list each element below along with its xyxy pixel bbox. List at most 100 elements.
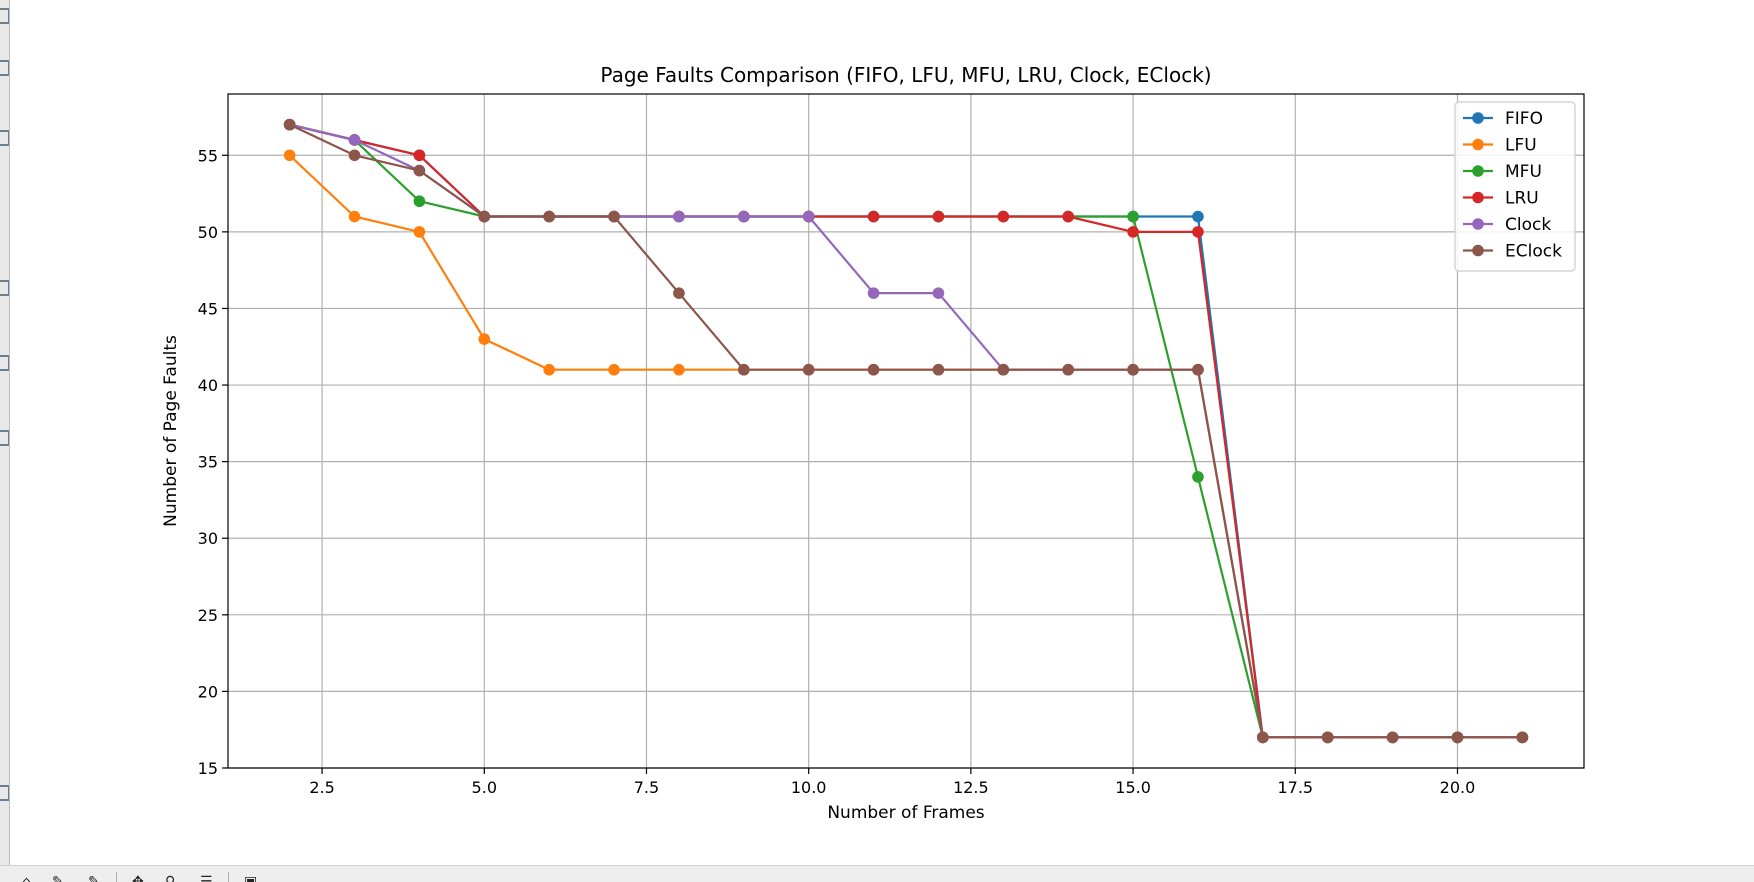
legend-marker xyxy=(1472,244,1484,257)
data-point xyxy=(413,226,426,238)
data-point xyxy=(1321,731,1334,744)
x-tick-label: 17.5 xyxy=(1277,778,1313,797)
data-point xyxy=(1127,210,1139,223)
data-point xyxy=(802,363,815,376)
data-point xyxy=(932,210,945,223)
data-point xyxy=(1257,731,1269,744)
legend-item: FIFO xyxy=(1463,109,1543,129)
data-point xyxy=(737,363,750,376)
data-point xyxy=(932,363,945,376)
data-point xyxy=(673,210,685,223)
grid xyxy=(228,94,1584,769)
legend-label: FIFO xyxy=(1505,109,1543,129)
data-point xyxy=(1127,226,1139,238)
plot-frame xyxy=(227,93,1585,769)
data-point xyxy=(1192,363,1204,376)
y-tick-label: 35 xyxy=(198,453,218,472)
legend-label: Clock xyxy=(1505,215,1551,235)
x-tick-label: 2.5 xyxy=(309,778,334,797)
axis-ticks: 2.5 5.0 7.5 10.0 12.5 15.0 17.5 20.0 15 20 25 30 35 4… xyxy=(198,146,1476,797)
data-point xyxy=(543,210,555,223)
x-tick-label: 5.0 xyxy=(472,778,497,797)
edge-glyph-icon xyxy=(0,8,9,24)
legend-item: MFU xyxy=(1463,162,1542,182)
data-point xyxy=(283,149,296,162)
legend-marker xyxy=(1472,138,1484,151)
series-mfu xyxy=(283,118,1529,744)
y-tick-label: 20 xyxy=(198,682,218,701)
legend-marker xyxy=(1472,191,1484,204)
data-point xyxy=(997,210,1010,223)
plot-toolbar: ⌂ ✎ ✎ ✥ ⚲ ☰ ▣ xyxy=(0,865,1754,882)
data-point xyxy=(413,195,426,208)
data-point xyxy=(1451,731,1464,744)
edge-glyph-icon xyxy=(0,60,9,76)
y-tick-label: 15 xyxy=(198,759,218,778)
home-icon[interactable]: ⌂ xyxy=(22,874,31,882)
zoom-icon[interactable]: ⚲ xyxy=(165,874,176,882)
chart-figure: 2.5 5.0 7.5 10.0 12.5 15.0 17.5 20.0 15 20 25 30 35 4… xyxy=(161,63,1585,823)
data-point xyxy=(997,363,1010,376)
back-icon[interactable]: ✎ xyxy=(52,874,64,882)
edge-glyph-icon xyxy=(0,355,9,371)
data-point xyxy=(867,363,880,376)
data-point xyxy=(1386,731,1399,744)
left-window-edge xyxy=(0,0,10,865)
legend-label: LFU xyxy=(1505,136,1537,156)
edge-glyph-icon xyxy=(0,430,9,446)
legend-item: EClock xyxy=(1463,242,1562,262)
series-line xyxy=(289,123,1523,739)
data-point xyxy=(867,210,880,223)
data-point xyxy=(1192,471,1204,483)
data-point xyxy=(283,118,296,131)
data-point xyxy=(608,210,620,223)
series-eclock xyxy=(283,118,1529,744)
edge-glyph-icon xyxy=(0,280,9,296)
data-point xyxy=(348,149,361,162)
data-point xyxy=(1062,363,1075,376)
toolbar-separator xyxy=(228,872,229,882)
edge-glyph-icon xyxy=(0,130,9,146)
legend-item: LFU xyxy=(1463,136,1537,156)
series-lines xyxy=(283,118,1529,744)
data-point xyxy=(543,363,555,376)
y-tick-label: 40 xyxy=(198,376,218,395)
data-point xyxy=(478,333,491,345)
y-tick-label: 25 xyxy=(198,606,218,625)
x-tick-label: 10.0 xyxy=(791,778,827,797)
y-tick-label: 55 xyxy=(198,146,218,165)
configure-icon[interactable]: ☰ xyxy=(200,874,213,882)
series-line xyxy=(289,123,1523,739)
data-point xyxy=(1127,363,1139,376)
x-tick-label: 15.0 xyxy=(1115,778,1151,797)
data-point xyxy=(737,210,750,223)
data-point xyxy=(1192,226,1204,238)
legend-marker xyxy=(1472,112,1484,124)
data-point xyxy=(608,363,620,376)
y-tick-label: 45 xyxy=(198,299,218,318)
y-tick-label: 30 xyxy=(198,529,218,548)
x-tick-label: 12.5 xyxy=(953,778,989,797)
forward-icon[interactable]: ✎ xyxy=(88,874,100,882)
data-point xyxy=(1516,731,1529,744)
data-point xyxy=(348,134,361,146)
x-tick-label: 20.0 xyxy=(1440,778,1476,797)
data-point xyxy=(802,210,815,223)
chart-title: Page Faults Comparison (FIFO, LFU, MFU, … xyxy=(600,63,1211,87)
legend-item: LRU xyxy=(1463,189,1539,209)
toolbar-separator xyxy=(116,872,117,882)
data-point xyxy=(673,363,685,376)
pan-icon[interactable]: ✥ xyxy=(132,874,144,882)
y-tick-label: 50 xyxy=(198,223,218,242)
data-point xyxy=(1192,210,1204,223)
data-point xyxy=(478,210,491,223)
series-lfu xyxy=(283,149,1529,744)
edge-glyph-icon xyxy=(0,785,9,801)
save-icon[interactable]: ▣ xyxy=(244,874,258,882)
x-tick-label: 7.5 xyxy=(634,778,659,797)
legend-label: MFU xyxy=(1505,162,1542,182)
legend-item: Clock xyxy=(1463,215,1551,235)
legend-label: LRU xyxy=(1505,189,1539,209)
legend-marker xyxy=(1472,218,1484,230)
x-axis-label: Number of Frames xyxy=(827,803,984,823)
